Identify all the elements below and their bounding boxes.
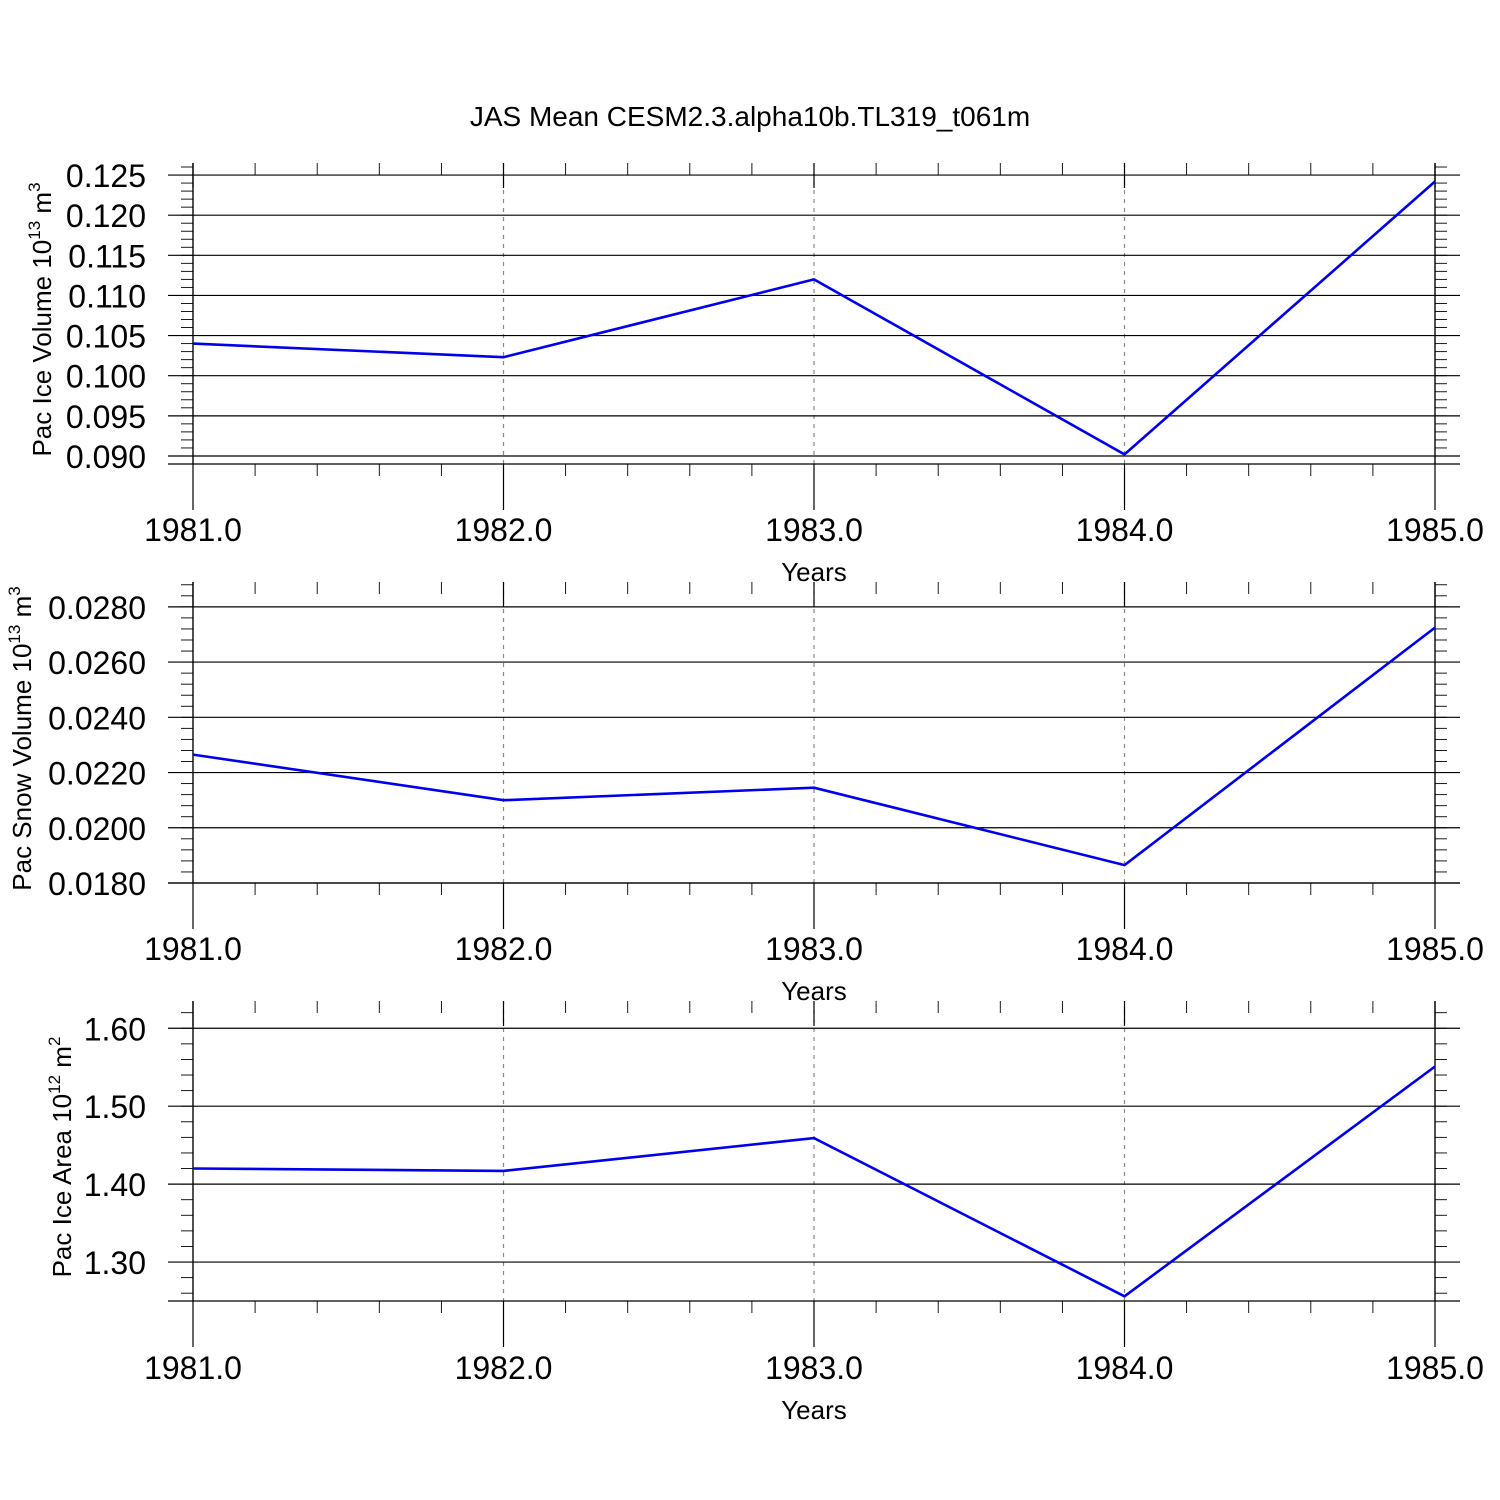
- x-axis-title: Years: [781, 1395, 847, 1425]
- panels: 0.090 0.095 0.100 0.105 0.110 0.115 0.120 0.125…: [5, 158, 1484, 1425]
- x-tick-label: 1984.0: [1076, 512, 1174, 548]
- y-tick-label: 0.110: [68, 278, 146, 314]
- y-tick-label: 0.0280: [48, 590, 146, 626]
- x-tick-label: 1985.0: [1386, 1350, 1484, 1386]
- chart-panel-3: 1.30 1.40 1.50 1.60 1981.0 1982.0 1983.0 1984.0…: [45, 1001, 1484, 1425]
- y-axis-title: Pac Ice Area 1012 m2: [45, 1037, 77, 1278]
- y-tick-label: 0.090: [66, 439, 146, 475]
- y-tick-label: 0.0220: [48, 756, 146, 792]
- x-tick-label: 1982.0: [455, 931, 553, 967]
- y-tick-label: 0.125: [66, 158, 146, 194]
- y-axis-title-text: Pac Snow Volume 10: [7, 644, 37, 891]
- y-axis-title-unit-exponent: 3: [5, 586, 24, 595]
- y-tick-label: 1.60: [84, 1011, 146, 1047]
- x-tick-label: 1983.0: [765, 1350, 863, 1386]
- y-axis-title-exponent: 13: [25, 221, 44, 240]
- y-axis-title-unit-exponent: 2: [45, 1037, 64, 1046]
- y-axis-title-unit: m: [47, 1046, 77, 1075]
- y-axis-title-unit: m: [7, 596, 37, 625]
- y-axis-title-exponent: 13: [5, 625, 24, 644]
- y-tick-label: 0.120: [66, 198, 146, 234]
- chart-panel-2: 0.0180 0.0200 0.0220 0.0240 0.0260 0.0280 1981…: [5, 582, 1484, 1006]
- y-tick-label: 0.0180: [48, 866, 146, 902]
- figure-title: JAS Mean CESM2.3.alpha10b.TL319_t061m: [470, 101, 1030, 132]
- y-axis-title-exponent: 12: [45, 1075, 64, 1094]
- x-tick-label: 1983.0: [765, 931, 863, 967]
- y-tick-label: 0.115: [68, 238, 146, 274]
- y-tick-label: 1.40: [84, 1167, 146, 1203]
- y-axis-title-text: Pac Ice Area 10: [47, 1094, 77, 1278]
- y-axis-title: Pac Ice Volume 1013 m3: [25, 182, 57, 456]
- y-tick-label: 0.100: [66, 359, 146, 395]
- chart-panel-1: 0.090 0.095 0.100 0.105 0.110 0.115 0.120 0.125…: [25, 158, 1484, 587]
- y-axis-title-text: Pac Ice Volume 10: [27, 240, 57, 457]
- y-tick-label: 0.0260: [48, 645, 146, 681]
- x-tick-label: 1981.0: [144, 1350, 242, 1386]
- x-tick-label: 1981.0: [144, 512, 242, 548]
- x-tick-label: 1985.0: [1386, 512, 1484, 548]
- y-tick-label: 0.095: [66, 399, 146, 435]
- x-tick-label: 1983.0: [765, 512, 863, 548]
- x-tick-label: 1984.0: [1076, 931, 1174, 967]
- x-tick-label: 1985.0: [1386, 931, 1484, 967]
- y-axis-title-unit-exponent: 3: [25, 182, 44, 191]
- y-axis-title-unit: m: [27, 192, 57, 221]
- y-tick-label: 1.30: [84, 1245, 146, 1281]
- y-tick-label: 0.0200: [48, 811, 146, 847]
- y-axis-title: Pac Snow Volume 1013 m3: [5, 586, 37, 890]
- y-tick-label: 1.50: [84, 1089, 146, 1125]
- x-tick-label: 1982.0: [455, 1350, 553, 1386]
- x-tick-label: 1984.0: [1076, 1350, 1174, 1386]
- x-tick-label: 1981.0: [144, 931, 242, 967]
- x-tick-label: 1982.0: [455, 512, 553, 548]
- y-tick-label: 0.0240: [48, 700, 146, 736]
- y-tick-label: 0.105: [66, 319, 146, 355]
